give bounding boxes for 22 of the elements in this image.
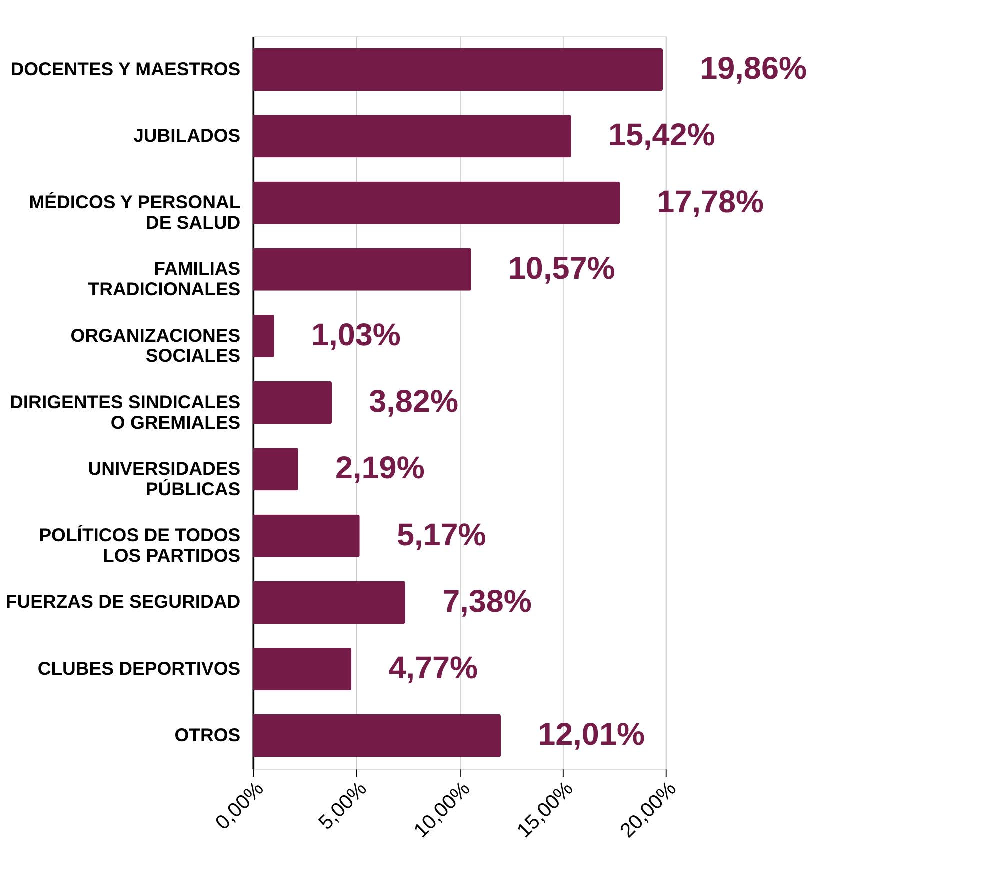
y-tick-label: UNIVERSIDADES PÚBLICAS <box>88 458 241 500</box>
data-label: 17,78% <box>657 183 764 220</box>
data-label: 15,42% <box>608 116 716 153</box>
data-label: 7,38% <box>442 582 532 619</box>
y-tick-label: FAMILIAS TRADICIONALES <box>88 258 241 300</box>
data-label: 19,86% <box>700 50 807 86</box>
y-tick-label: DIRIGENTES SINDICALES O GREMIALES <box>10 391 241 433</box>
data-label: 4,77% <box>388 650 478 686</box>
data-label: 3,82% <box>369 383 458 420</box>
data-label: 1,03% <box>312 316 401 352</box>
y-tick-label: DOCENTES Y MAESTROS <box>10 58 241 80</box>
data-label: 2,19% <box>335 450 425 486</box>
y-tick-label: ORGANIZACIONES SOCIALES <box>70 324 241 366</box>
data-label: 10,57% <box>508 250 616 286</box>
y-tick-label: JUBILADOS <box>134 124 241 146</box>
y-tick-label: CLUBES DEPORTIVOS <box>38 658 241 679</box>
data-label: 12,01% <box>538 716 646 752</box>
data-label: 5,17% <box>396 516 486 552</box>
y-tick-label: POLÍTICOS DE TODOS LOS PARTIDOS <box>39 524 241 566</box>
y-tick-label: OTROS <box>174 724 241 746</box>
y-tick-label: MÉDICOS Y PERSONAL DE SALUD <box>29 192 241 233</box>
y-tick-label: FUERZAS DE SEGURIDAD <box>6 591 241 612</box>
